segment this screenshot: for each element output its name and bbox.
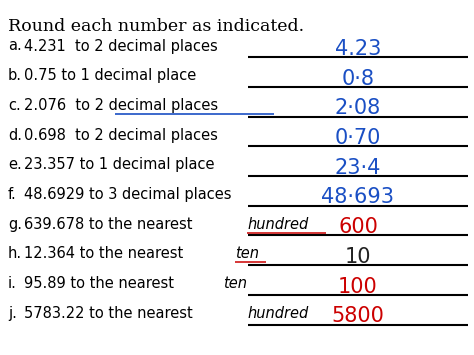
Text: 23.357 to 1 decimal place: 23.357 to 1 decimal place (24, 157, 215, 172)
Text: 5800: 5800 (331, 306, 384, 326)
Text: 23·4: 23·4 (335, 158, 381, 178)
Text: a.: a. (8, 38, 22, 54)
Text: 12.364 to the nearest: 12.364 to the nearest (24, 246, 188, 261)
Text: 0.698  to 2 decimal places: 0.698 to 2 decimal places (24, 127, 218, 143)
Text: 5783.22 to the nearest: 5783.22 to the nearest (24, 306, 197, 321)
Text: hundred: hundred (248, 306, 309, 321)
Text: 100: 100 (338, 277, 378, 296)
Text: e.: e. (8, 157, 22, 172)
Text: 0·8: 0·8 (341, 69, 374, 89)
Text: ten: ten (236, 246, 259, 261)
Text: ten: ten (224, 276, 247, 291)
Text: b.: b. (8, 68, 22, 83)
Text: 639.678 to the nearest: 639.678 to the nearest (24, 217, 197, 232)
Text: 4.23: 4.23 (335, 39, 381, 59)
Text: c.: c. (8, 98, 21, 113)
Text: 0·70: 0·70 (335, 128, 381, 148)
Text: d.: d. (8, 127, 22, 143)
Text: i.: i. (8, 276, 17, 291)
Text: 4.231  to 2 decimal places: 4.231 to 2 decimal places (24, 38, 218, 54)
Text: 48·693: 48·693 (321, 187, 394, 207)
Text: h.: h. (8, 246, 22, 261)
Text: 10: 10 (345, 247, 371, 267)
Text: 600: 600 (338, 217, 378, 237)
Text: 2.076  to 2 decimal places: 2.076 to 2 decimal places (24, 98, 218, 113)
Text: 48.6929 to 3 decimal places: 48.6929 to 3 decimal places (24, 187, 231, 202)
Text: 0.75 to 1 decimal place: 0.75 to 1 decimal place (24, 68, 196, 83)
Text: 95.89 to the nearest: 95.89 to the nearest (24, 276, 179, 291)
Text: j.: j. (8, 306, 17, 321)
Text: hundred: hundred (247, 217, 309, 232)
Text: g.: g. (8, 217, 22, 232)
Text: f.: f. (8, 187, 17, 202)
Text: Round each number as indicated.: Round each number as indicated. (8, 18, 304, 35)
Text: 2·08: 2·08 (335, 98, 381, 118)
